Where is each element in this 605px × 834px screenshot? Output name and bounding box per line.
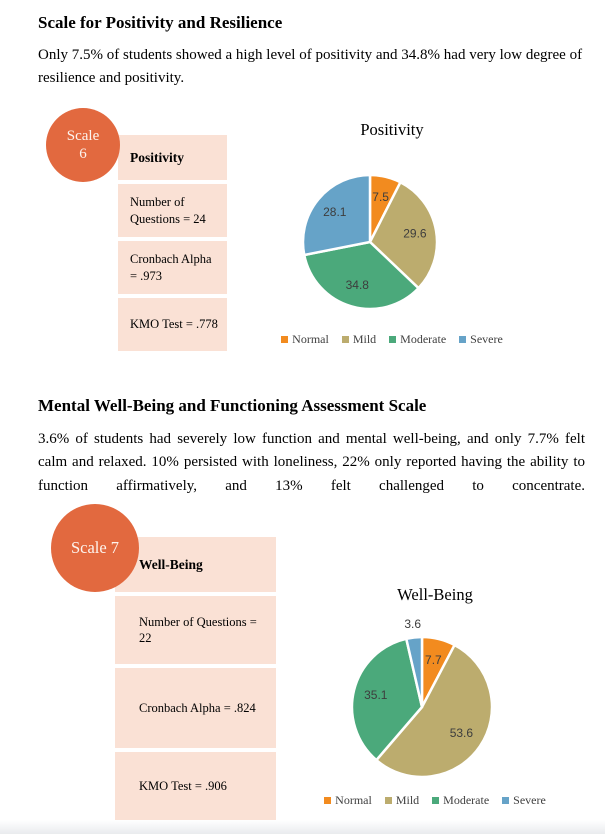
data-label-mild: 29.6 xyxy=(403,226,427,240)
pie-slice-moderate xyxy=(350,637,424,762)
scale6-badge-line1: Scale xyxy=(66,128,100,144)
data-label-severe: 28.1 xyxy=(323,205,347,219)
pie-plot: 7.7 53.6 35.1 3.6 xyxy=(350,617,494,779)
table-cell-questions: Number of Questions = 24 xyxy=(118,184,227,237)
legend-label: Normal xyxy=(292,332,329,346)
scale7-badge-line1: Scale 7 xyxy=(70,538,120,558)
table-header-cell: Positivity xyxy=(118,135,227,180)
data-label-normal: 7.5 xyxy=(372,190,389,204)
data-label-normal: 7.7 xyxy=(425,653,442,667)
legend-swatch-icon xyxy=(384,797,392,804)
legend-swatch-icon xyxy=(324,797,332,804)
table-cell-cronbach: Cronbach Alpha = .824 xyxy=(115,668,276,748)
pie-slice-mild xyxy=(368,181,439,290)
wellbeing-scale-table: Well-Being Number of Questions = 22 Cron… xyxy=(115,537,276,824)
legend-swatch-icon xyxy=(459,336,467,343)
table-cell-cronbach: Cronbach Alpha = .973 xyxy=(118,241,227,294)
chart-legend: Normal Mild Moderate Severe xyxy=(315,793,555,808)
legend-swatch-icon xyxy=(502,797,510,804)
section1-heading: Scale for Positivity and Resilience xyxy=(38,13,283,32)
positivity-pie-chart: Positivity 7.5 29.6 34.8 28.1 Normal Mild Mod… xyxy=(272,120,512,360)
table-cell-kmo: KMO Test = .778 xyxy=(118,298,227,351)
legend-swatch-icon xyxy=(281,336,289,343)
pie-slice-severe xyxy=(405,635,424,709)
scale6-badge-line2: 6 xyxy=(79,146,87,162)
page-bottom-edge xyxy=(0,820,605,834)
legend-label: Severe xyxy=(513,793,546,807)
scale7-badge: Scale 7 xyxy=(51,504,139,592)
pie-plot: 7.5 29.6 34.8 28.1 xyxy=(301,173,439,311)
table-cell-questions: Number of Questions = 22 xyxy=(115,596,276,664)
legend-label: Mild xyxy=(352,332,377,346)
section2-heading: Mental Well-Being and Functioning Assess… xyxy=(38,396,427,415)
section1-paragraph: Only 7.5% of students showed a high leve… xyxy=(38,47,583,87)
pie-slice-severe xyxy=(301,173,372,257)
legend-label: Severe xyxy=(470,332,503,346)
section2-paragraph: 3.6% of students had severely low functi… xyxy=(38,431,585,494)
legend-item-normal: Normal xyxy=(281,332,329,347)
positivity-scale-table: Positivity Number of Questions = 24 Cron… xyxy=(118,135,227,355)
scale6-badge: Scale 6 xyxy=(46,108,120,182)
legend-label: Mild xyxy=(395,793,420,807)
legend-swatch-icon xyxy=(389,336,397,343)
data-label-moderate: 34.8 xyxy=(346,278,370,292)
chart-legend: Normal Mild Moderate Severe xyxy=(272,332,512,347)
legend-swatch-icon xyxy=(341,336,349,343)
pie-slice-mild xyxy=(375,643,494,779)
legend-item-moderate: Moderate xyxy=(389,332,446,347)
legend-label: Moderate xyxy=(400,332,447,346)
legend-label: Moderate xyxy=(443,793,490,807)
pie-slice-moderate xyxy=(303,240,420,311)
data-label-severe: 3.6 xyxy=(404,617,421,631)
legend-swatch-icon xyxy=(432,797,440,804)
legend-item-severe: Severe xyxy=(459,332,503,347)
wellbeing-pie-chart: Well-Being 7.7 53.6 35.1 3.6 Normal Mild Mode… xyxy=(315,585,555,815)
legend-item-moderate: Moderate xyxy=(432,793,489,808)
chart-title: Positivity xyxy=(360,120,424,139)
table-cell-kmo: KMO Test = .906 xyxy=(115,752,276,820)
data-label-mild: 53.6 xyxy=(450,726,474,740)
data-label-moderate: 35.1 xyxy=(364,688,388,702)
chart-title: Well-Being xyxy=(397,585,473,604)
legend-item-mild: Mild xyxy=(341,332,377,347)
legend-label: Normal xyxy=(335,793,372,807)
legend-item-normal: Normal xyxy=(324,793,372,808)
table-header-cell: Well-Being xyxy=(115,537,276,592)
legend-item-mild: Mild xyxy=(384,793,420,808)
legend-item-severe: Severe xyxy=(502,793,546,808)
